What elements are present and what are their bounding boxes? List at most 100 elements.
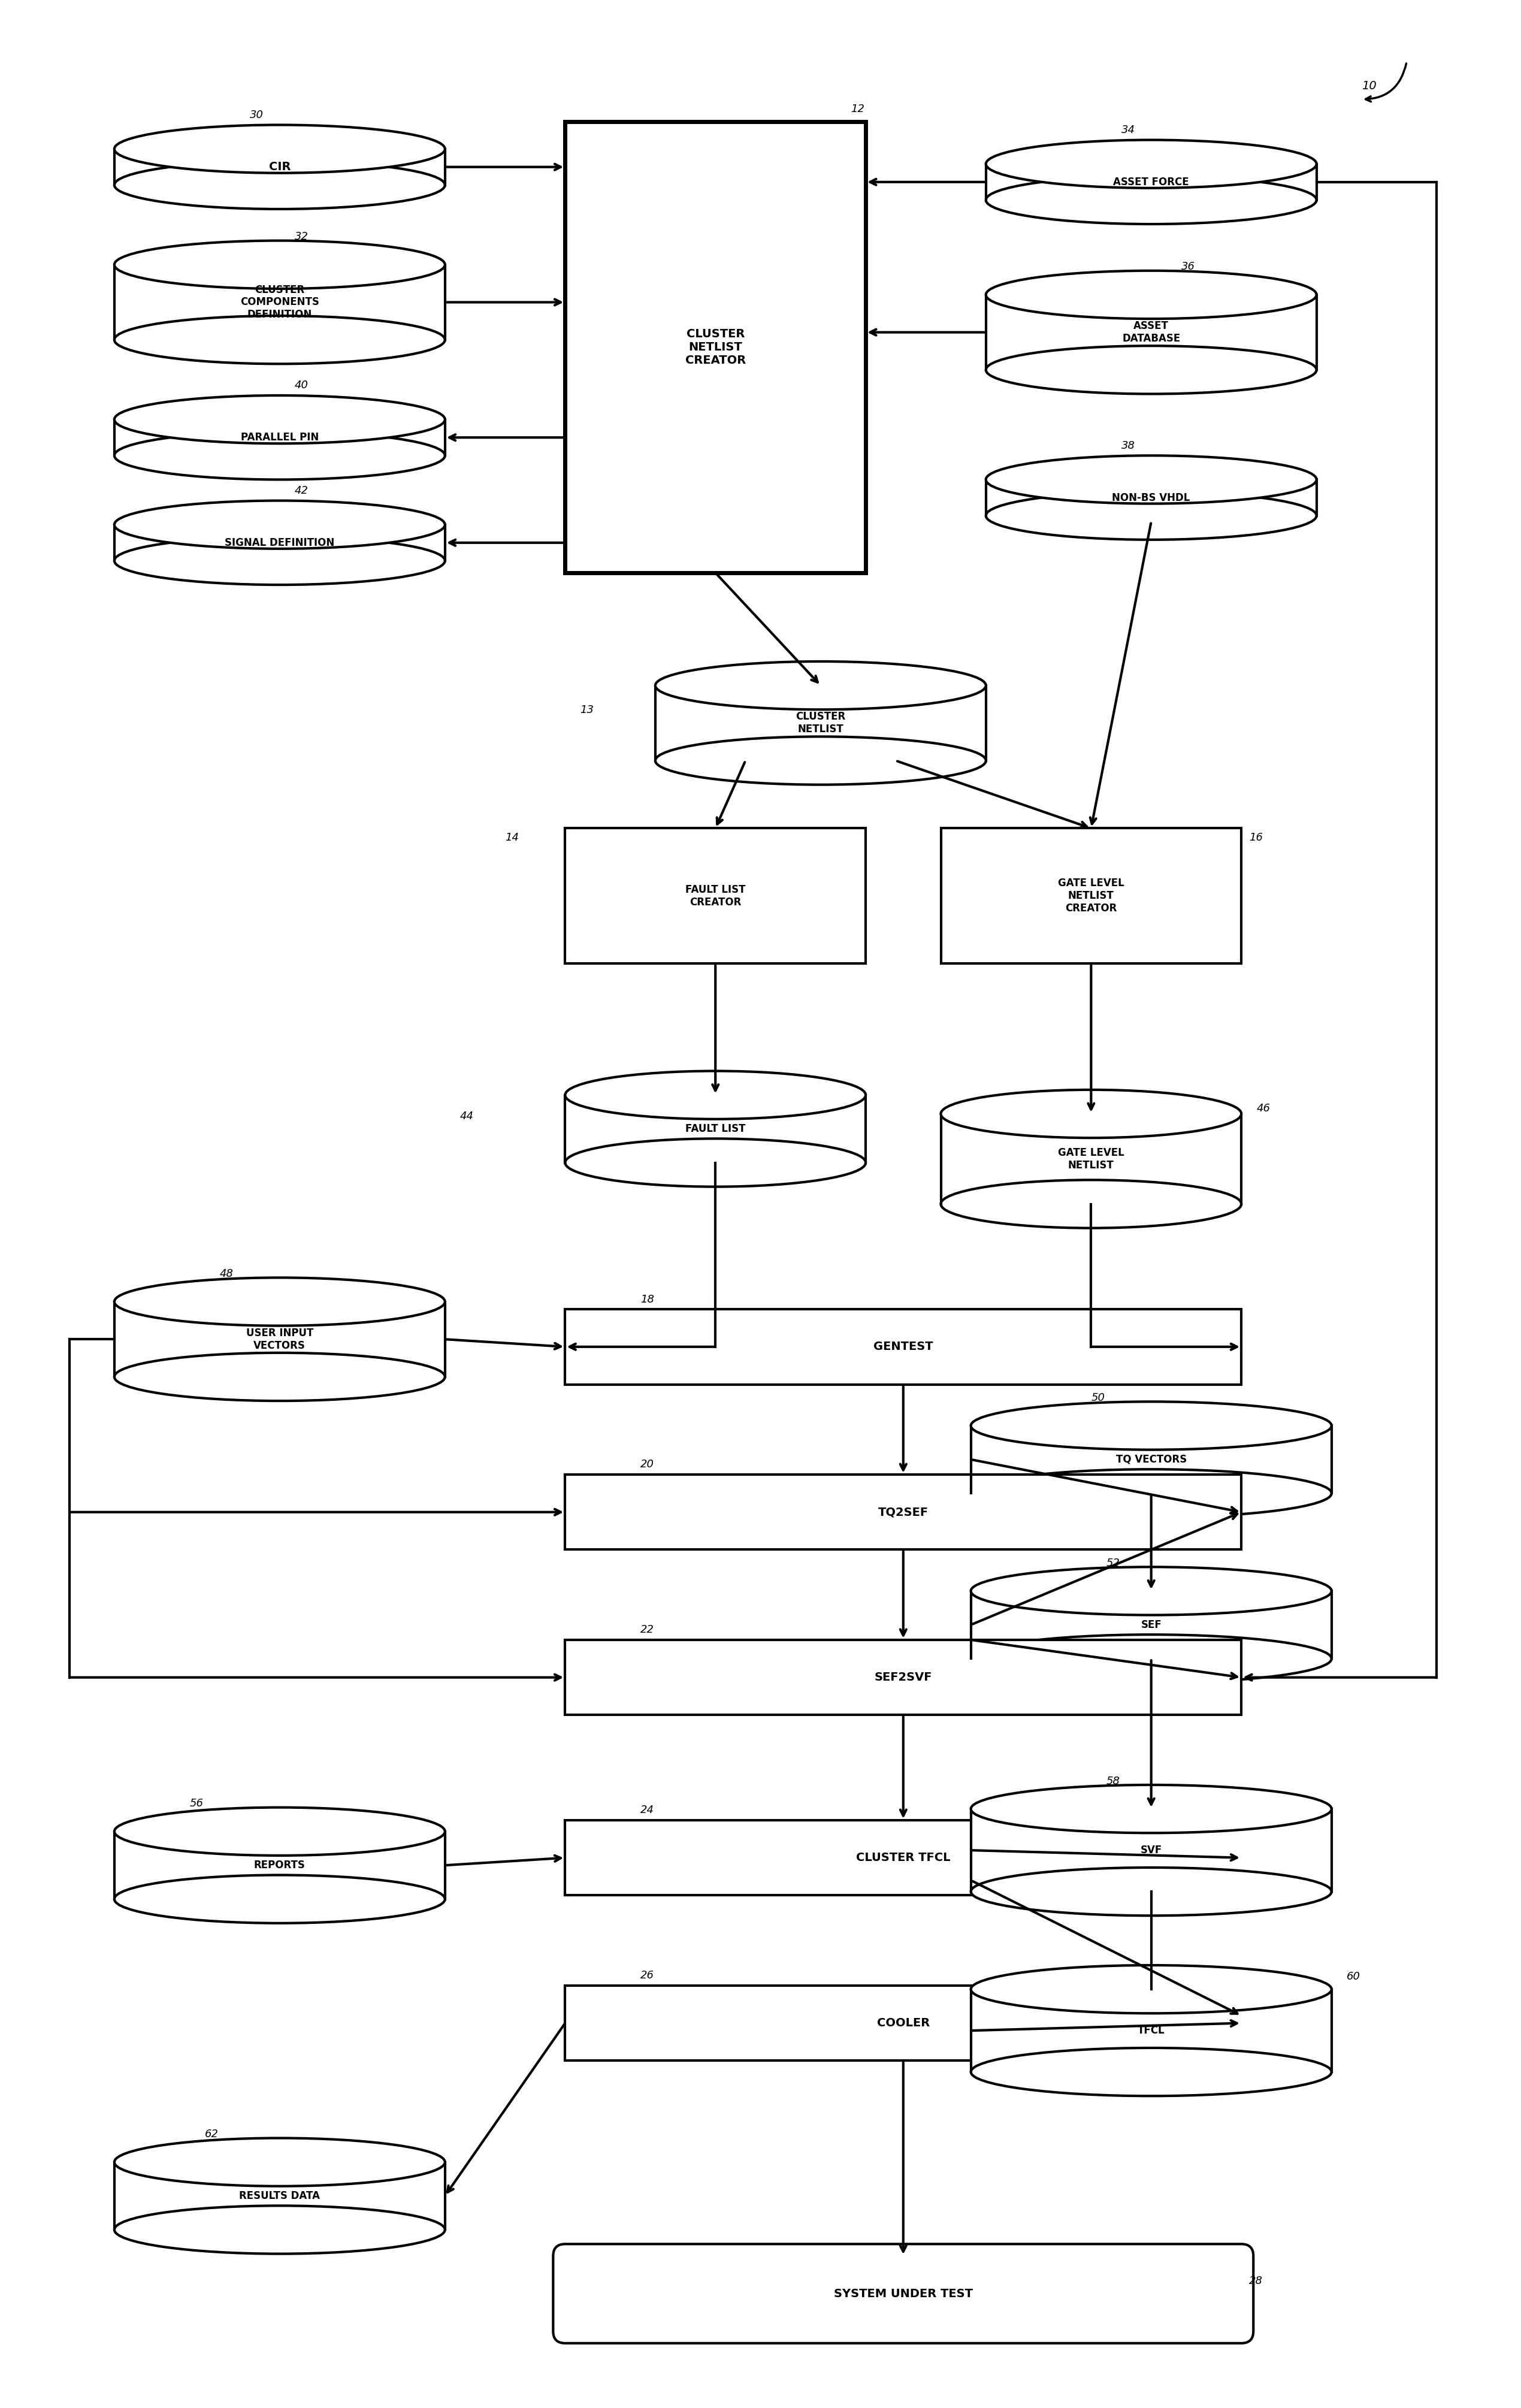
Text: 10: 10 [1361, 79, 1377, 92]
Text: 26: 26 [640, 1970, 654, 1982]
Ellipse shape [986, 176, 1317, 224]
Ellipse shape [986, 270, 1317, 318]
Text: NON-BS VHDL: NON-BS VHDL [1112, 491, 1191, 503]
Text: RESULTS DATA: RESULTS DATA [239, 2191, 319, 2201]
FancyBboxPatch shape [114, 1303, 446, 1377]
Text: 28: 28 [1249, 2276, 1262, 2285]
Text: 62: 62 [204, 2129, 219, 2141]
Ellipse shape [656, 662, 986, 710]
FancyBboxPatch shape [566, 1474, 1241, 1551]
Ellipse shape [970, 1568, 1331, 1616]
Text: CLUSTER
NETLIST
CREATOR: CLUSTER NETLIST CREATOR [684, 327, 745, 366]
FancyBboxPatch shape [970, 1989, 1331, 2071]
Ellipse shape [970, 1784, 1331, 1832]
Text: FAULT LIST: FAULT LIST [686, 1125, 745, 1134]
Ellipse shape [114, 241, 446, 289]
Text: 30: 30 [249, 111, 263, 120]
Text: PARALLEL PIN: PARALLEL PIN [240, 431, 319, 443]
Text: 22: 22 [640, 1625, 654, 1635]
FancyBboxPatch shape [566, 1310, 1241, 1385]
FancyBboxPatch shape [114, 149, 446, 185]
Text: 24: 24 [640, 1806, 654, 1816]
Text: SEF: SEF [1141, 1621, 1162, 1630]
Ellipse shape [114, 2138, 446, 2186]
Text: 20: 20 [640, 1459, 654, 1469]
FancyBboxPatch shape [566, 1096, 865, 1163]
Ellipse shape [114, 315, 446, 364]
FancyBboxPatch shape [554, 2244, 1253, 2343]
Text: 46: 46 [1256, 1103, 1270, 1115]
Ellipse shape [114, 395, 446, 443]
Ellipse shape [566, 1072, 865, 1120]
Text: 13: 13 [580, 706, 595, 715]
FancyBboxPatch shape [114, 525, 446, 561]
Ellipse shape [986, 347, 1317, 395]
Text: 32: 32 [295, 231, 309, 243]
FancyBboxPatch shape [656, 686, 986, 761]
Ellipse shape [114, 501, 446, 549]
Ellipse shape [114, 537, 446, 585]
FancyBboxPatch shape [970, 1426, 1331, 1493]
FancyBboxPatch shape [941, 1115, 1241, 1204]
Text: GATE LEVEL
NETLIST
CREATOR: GATE LEVEL NETLIST CREATOR [1059, 879, 1124, 913]
Text: 52: 52 [1106, 1558, 1119, 1568]
Ellipse shape [970, 1869, 1331, 1917]
Text: 12: 12 [850, 104, 864, 116]
Text: GATE LEVEL
NETLIST: GATE LEVEL NETLIST [1059, 1146, 1124, 1170]
FancyBboxPatch shape [566, 1640, 1241, 1714]
Text: 38: 38 [1121, 441, 1135, 450]
FancyBboxPatch shape [970, 1592, 1331, 1659]
Ellipse shape [114, 1876, 446, 1924]
Ellipse shape [114, 1279, 446, 1327]
Text: TFCL: TFCL [1138, 2025, 1165, 2037]
FancyBboxPatch shape [941, 828, 1241, 963]
Text: 56: 56 [190, 1799, 204, 1808]
Text: 58: 58 [1106, 1775, 1119, 1787]
Text: USER INPUT
VECTORS: USER INPUT VECTORS [246, 1327, 313, 1351]
Text: 48: 48 [219, 1269, 233, 1279]
Ellipse shape [114, 1808, 446, 1857]
FancyBboxPatch shape [566, 123, 865, 573]
Text: CLUSTER
NETLIST: CLUSTER NETLIST [795, 710, 846, 734]
Text: SYSTEM UNDER TEST: SYSTEM UNDER TEST [834, 2288, 973, 2300]
Text: CLUSTER
COMPONENTS
DEFINITION: CLUSTER COMPONENTS DEFINITION [240, 284, 319, 320]
Text: 42: 42 [295, 486, 309, 496]
Text: 50: 50 [1091, 1392, 1104, 1404]
Text: 36: 36 [1182, 262, 1196, 272]
Ellipse shape [114, 431, 446, 479]
Ellipse shape [970, 1635, 1331, 1683]
Ellipse shape [114, 125, 446, 173]
Ellipse shape [566, 1139, 865, 1187]
Text: CLUSTER TFCL: CLUSTER TFCL [856, 1852, 951, 1864]
FancyBboxPatch shape [114, 419, 446, 455]
Text: 44: 44 [459, 1110, 473, 1122]
Text: 14: 14 [505, 833, 519, 843]
Text: 18: 18 [640, 1293, 654, 1305]
Text: ASSET
DATABASE: ASSET DATABASE [1122, 320, 1180, 344]
FancyBboxPatch shape [566, 828, 865, 963]
FancyBboxPatch shape [114, 1832, 446, 1900]
FancyBboxPatch shape [566, 1987, 1241, 2061]
FancyBboxPatch shape [986, 479, 1317, 515]
Text: 16: 16 [1249, 833, 1262, 843]
Ellipse shape [986, 455, 1317, 503]
Ellipse shape [114, 1353, 446, 1401]
FancyBboxPatch shape [114, 2162, 446, 2230]
Text: SVF: SVF [1141, 1845, 1162, 1857]
Text: TQ2SEF: TQ2SEF [878, 1507, 928, 1517]
Ellipse shape [970, 1401, 1331, 1450]
FancyBboxPatch shape [986, 294, 1317, 371]
Text: COOLER: COOLER [876, 2018, 929, 2030]
Text: 40: 40 [295, 380, 309, 390]
Text: FAULT LIST
CREATOR: FAULT LIST CREATOR [686, 884, 745, 908]
Text: CIR: CIR [269, 161, 291, 173]
Ellipse shape [970, 1965, 1331, 2013]
Text: REPORTS: REPORTS [254, 1859, 306, 1871]
Text: SIGNAL DEFINITION: SIGNAL DEFINITION [225, 537, 335, 549]
Text: TQ VECTORS: TQ VECTORS [1116, 1454, 1186, 1464]
Ellipse shape [986, 140, 1317, 188]
Ellipse shape [941, 1091, 1241, 1139]
Text: SEF2SVF: SEF2SVF [875, 1671, 932, 1683]
Ellipse shape [970, 1469, 1331, 1517]
FancyBboxPatch shape [566, 1820, 1241, 1895]
